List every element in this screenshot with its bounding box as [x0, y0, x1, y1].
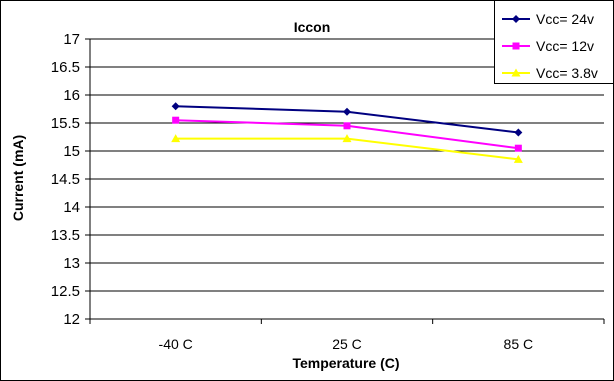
- data-point: [172, 116, 180, 124]
- y-tick-label: 14.5: [51, 171, 80, 188]
- legend-label: Vcc= 24v: [536, 11, 594, 27]
- data-point: [514, 128, 523, 137]
- legend: Vcc= 24v Vcc= 12v Vcc= 3.8v: [494, 0, 614, 84]
- y-tick-label: 15: [63, 143, 80, 160]
- tick-labels: 12 12.5 13 13.5 14 14.5 15 15.5 16 16.5 17 -40 C 25 …: [51, 31, 533, 352]
- series-group: [171, 102, 523, 137]
- x-tick-label: 25 C: [332, 336, 362, 352]
- y-tick-label: 13: [63, 255, 80, 272]
- y-tick-label: 14: [63, 199, 80, 216]
- y-tick-label: 16.5: [51, 59, 80, 76]
- series-group: [171, 134, 523, 163]
- data-point: [343, 122, 351, 130]
- y-tick-label: 12.5: [51, 283, 80, 300]
- legend-box: [494, 0, 614, 84]
- series-group: [172, 116, 522, 152]
- y-tick-label: 17: [63, 31, 80, 48]
- axes: [85, 38, 605, 324]
- x-axis-title: Temperature (C): [292, 355, 399, 371]
- x-tick-label: 85 C: [504, 336, 534, 352]
- data-point: [171, 102, 180, 111]
- legend-label: Vcc= 3.8v: [536, 65, 598, 81]
- legend-marker: [512, 15, 520, 23]
- data-point: [343, 107, 351, 116]
- legend-marker: [511, 68, 521, 77]
- chart-title: Iccon: [294, 19, 331, 35]
- data-point: [342, 134, 352, 143]
- y-tick-label: 16: [63, 87, 80, 104]
- series-lines: [171, 102, 523, 163]
- legend-marker: [512, 42, 520, 50]
- y-axis-title: Current (mA): [10, 135, 26, 221]
- x-tick-label: -40 C: [159, 336, 193, 352]
- y-tick-label: 12: [63, 311, 80, 328]
- y-tick-label: 13.5: [51, 227, 80, 244]
- data-point: [514, 144, 522, 152]
- legend-label: Vcc= 12v: [536, 38, 594, 54]
- data-point: [513, 154, 523, 163]
- y-tick-label: 15.5: [51, 115, 80, 132]
- data-point: [171, 134, 181, 143]
